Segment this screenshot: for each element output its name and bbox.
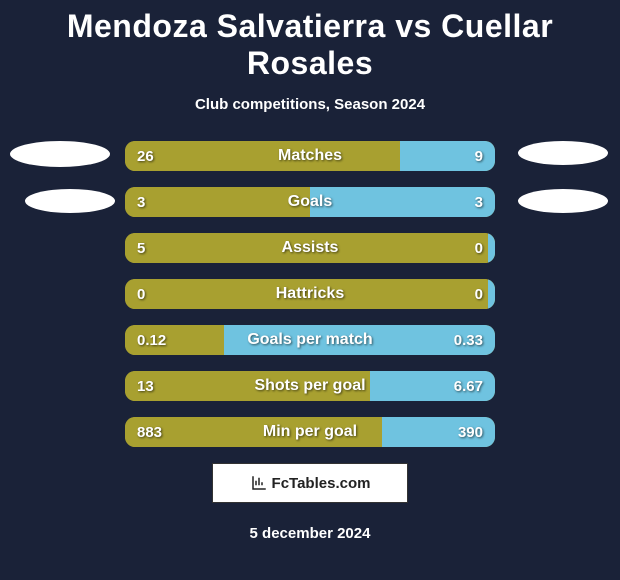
- stat-value-right: 3: [475, 187, 483, 217]
- bars-wrapper: Matches269Goals33Assists50Hattricks00Goa…: [125, 141, 495, 447]
- player-right-ellipse-1: [518, 141, 608, 165]
- footer-date: 5 december 2024: [0, 525, 620, 542]
- stat-value-right: 0.33: [454, 325, 483, 355]
- chart-icon: [250, 474, 268, 492]
- stat-bar: Goals3 3: [125, 187, 495, 217]
- stat-value-left: 3: [137, 187, 145, 217]
- stat-value-left: 26: [137, 141, 154, 171]
- stat-bar: Assists5 0: [125, 233, 495, 263]
- stat-value-right: 9: [475, 141, 483, 171]
- page-subtitle: Club competitions, Season 2024: [0, 96, 620, 113]
- stat-value-left: 0: [137, 279, 145, 309]
- stat-value-right: 0: [475, 233, 483, 263]
- stat-label: Matches: [125, 141, 495, 171]
- stat-bar: Shots per goal13 6.67: [125, 371, 495, 401]
- stat-label: Hattricks: [125, 279, 495, 309]
- stat-bar: Min per goal883 390: [125, 417, 495, 447]
- stat-bar: Hattricks0 0: [125, 279, 495, 309]
- stat-label: Goals per match: [125, 325, 495, 355]
- stat-value-left: 5: [137, 233, 145, 263]
- stat-label: Goals: [125, 187, 495, 217]
- stats-container: Matches269Goals33Assists50Hattricks00Goa…: [0, 141, 620, 447]
- fctables-logo: FcTables.com: [212, 463, 408, 503]
- stat-label: Shots per goal: [125, 371, 495, 401]
- stat-bar: Matches26 9: [125, 141, 495, 171]
- stat-value-right: 6.67: [454, 371, 483, 401]
- player-left-ellipse-2: [25, 189, 115, 213]
- stat-label: Min per goal: [125, 417, 495, 447]
- stat-value-left: 883: [137, 417, 162, 447]
- stat-label: Assists: [125, 233, 495, 263]
- player-right-ellipse-2: [518, 189, 608, 213]
- stat-value-left: 0.12: [137, 325, 166, 355]
- stat-value-left: 13: [137, 371, 154, 401]
- stat-value-right: 390: [458, 417, 483, 447]
- stat-value-right: 0: [475, 279, 483, 309]
- player-left-ellipse-1: [10, 141, 110, 167]
- stat-bar: Goals per match0.12 0.33: [125, 325, 495, 355]
- page-title: Mendoza Salvatierra vs Cuellar Rosales: [0, 0, 620, 82]
- logo-text: FcTables.com: [272, 475, 371, 492]
